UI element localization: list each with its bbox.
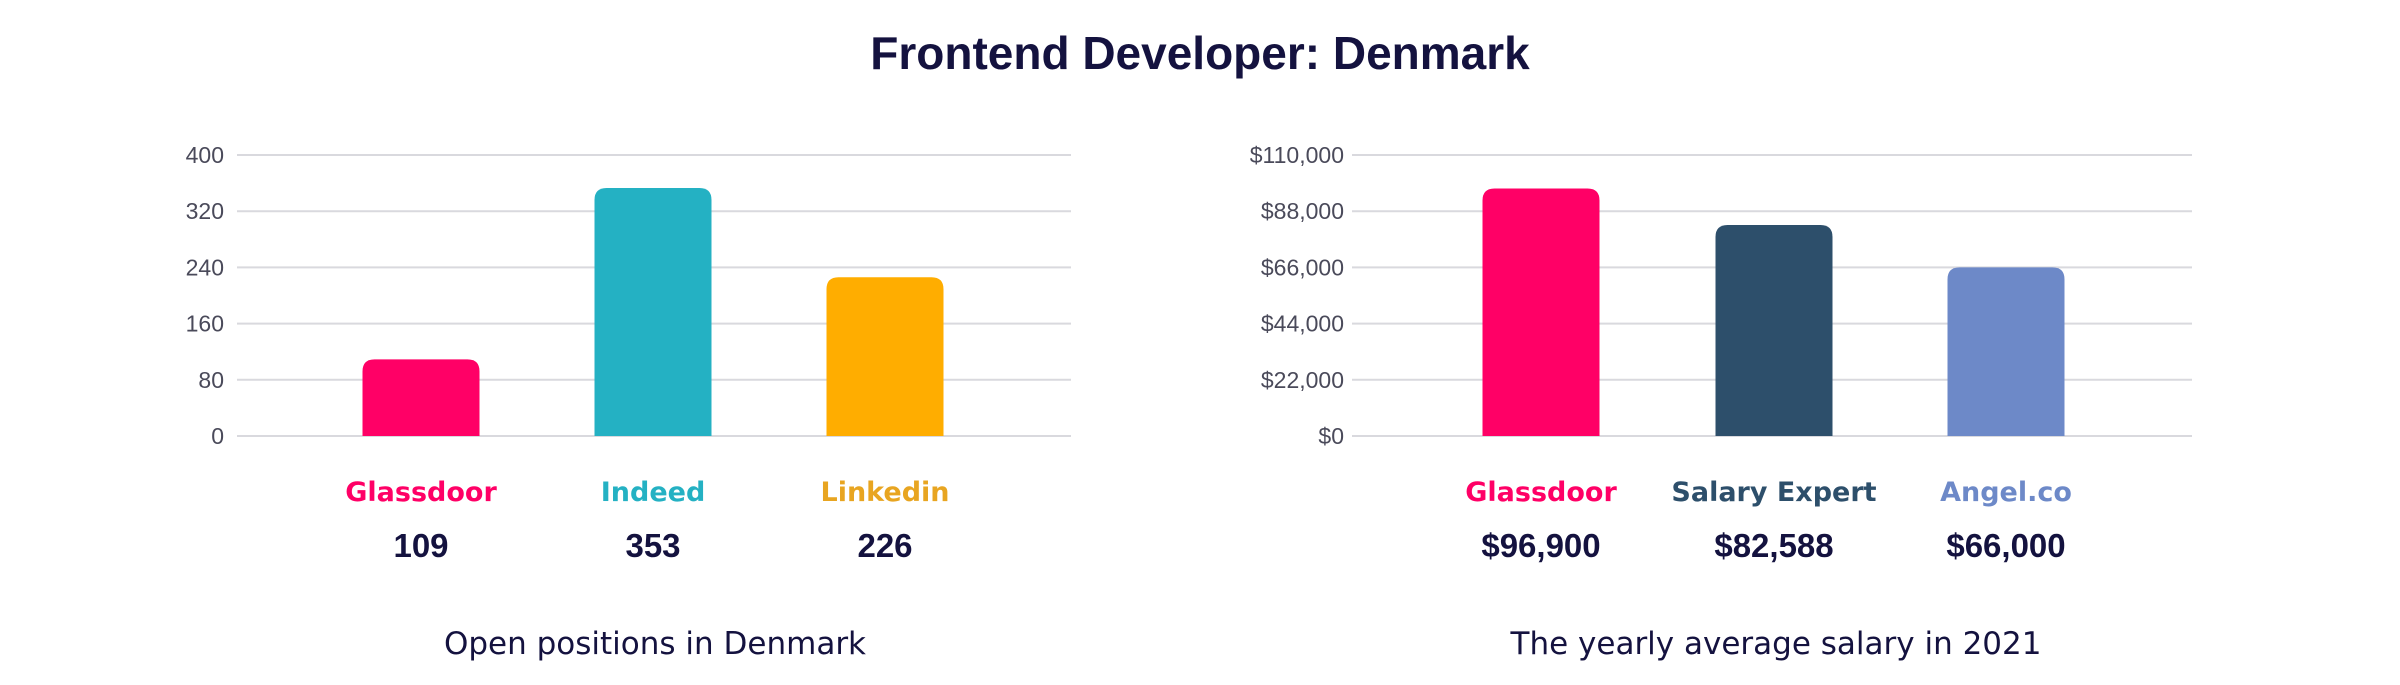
page-title: Frontend Developer: Denmark [870,27,1530,79]
bar-salary-expert [1715,225,1833,436]
chart-caption: The yearly average salary in 2021 [1510,626,2042,662]
y-tick-label: $88,000 [1261,198,1344,224]
bar-glassdoor [1482,188,1600,436]
bar-angel-co [1947,267,2065,436]
value-label: $66,000 [1946,527,2065,564]
y-tick-label: 80 [198,367,224,393]
y-tick-label: $44,000 [1261,311,1344,337]
value-label: 109 [393,527,448,564]
category-label: Salary Expert [1671,477,1876,508]
y-tick-label: $110,000 [1250,142,1344,168]
y-tick-label: 160 [186,311,224,337]
bar-indeed [594,188,712,436]
category-label: Glassdoor [345,477,497,508]
value-label: 353 [625,527,680,564]
value-label: $96,900 [1481,527,1600,564]
category-label: Glassdoor [1465,477,1617,508]
y-tick-label: $66,000 [1261,254,1344,280]
category-label: Angel.co [1940,477,2072,508]
y-tick-label: 0 [211,423,224,449]
category-label: Linkedin [820,477,949,508]
y-tick-label: 320 [186,198,224,224]
value-label: 226 [857,527,912,564]
y-tick-label: 240 [186,254,224,280]
category-label: Indeed [601,477,706,508]
value-label: $82,588 [1714,527,1833,564]
y-tick-label: 400 [186,142,224,168]
y-tick-label: $22,000 [1261,367,1344,393]
bar-glassdoor [362,359,480,436]
y-tick-label: $0 [1318,423,1344,449]
bar-linkedin [826,277,944,436]
chart-caption: Open positions in Denmark [444,626,866,662]
